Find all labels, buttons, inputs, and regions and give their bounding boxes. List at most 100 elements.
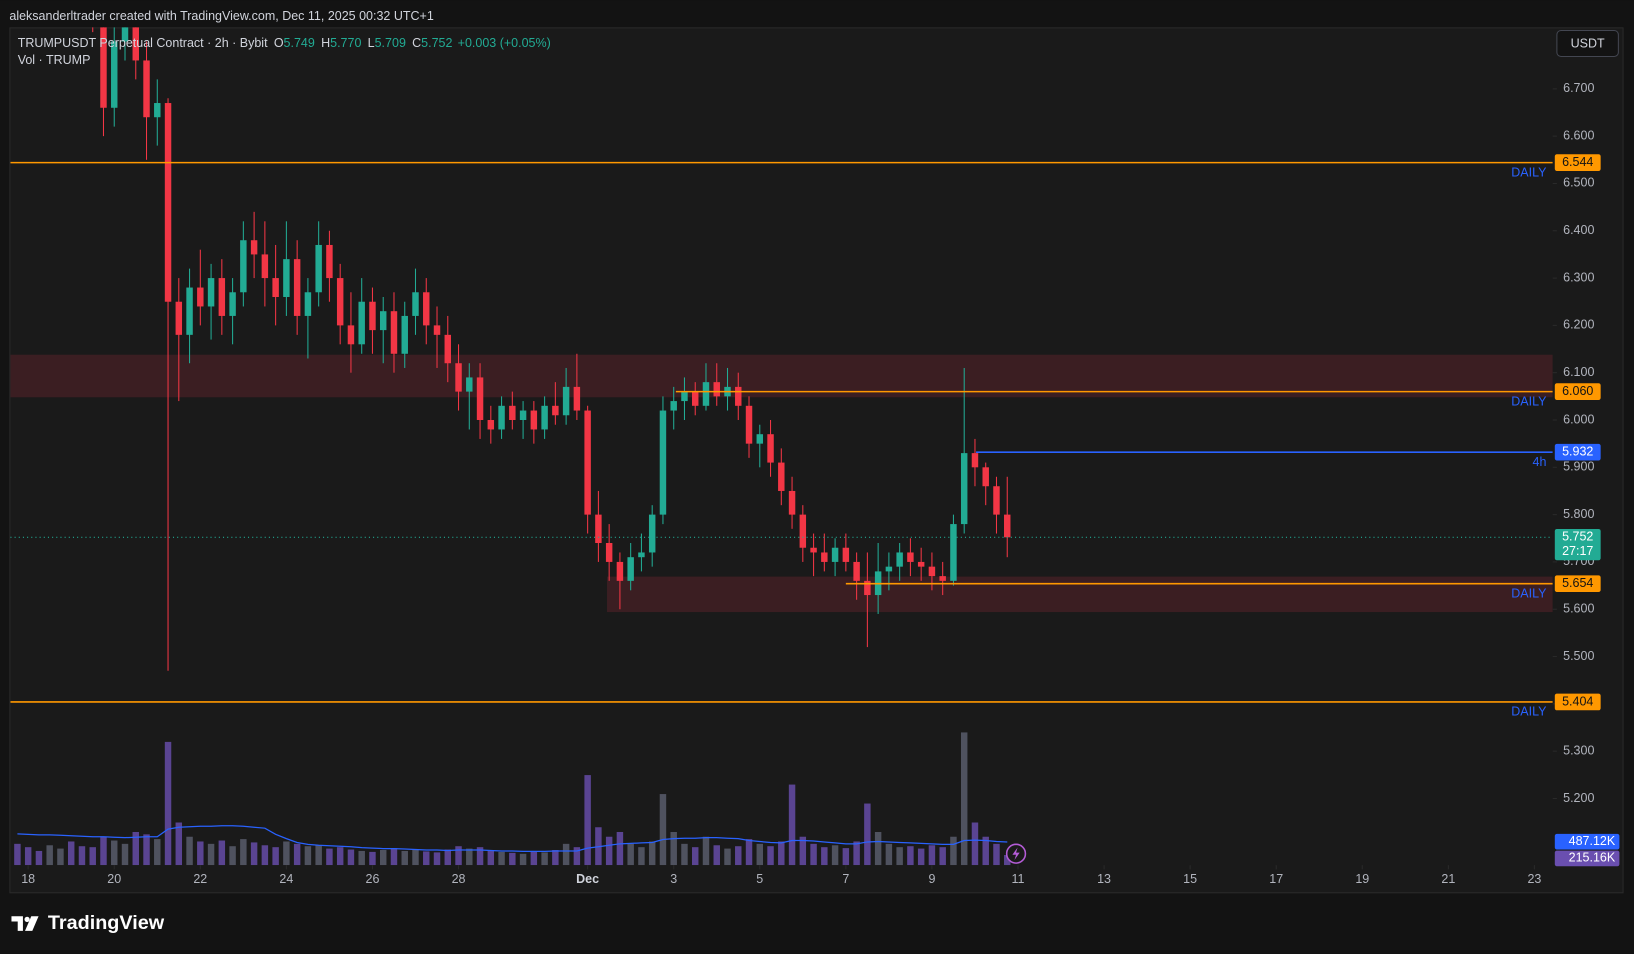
- volume-bar: [487, 850, 495, 866]
- candle-body: [207, 278, 215, 307]
- volume-bar: [121, 843, 129, 866]
- volume-bar: [498, 851, 505, 866]
- candle-body: [939, 576, 946, 581]
- y-tick-label: 5.200: [1563, 791, 1594, 805]
- logo-mark: [11, 916, 23, 931]
- candle-body: [702, 382, 710, 406]
- currency-label[interactable]: USDT: [1571, 36, 1605, 50]
- ohlc-value: 5.749: [284, 36, 315, 50]
- x-tick-label: 24: [279, 872, 293, 886]
- candle-body: [950, 524, 957, 581]
- candle-body: [562, 386, 570, 416]
- volume-bar: [670, 831, 677, 866]
- volume-bar: [336, 847, 344, 866]
- candle-body: [735, 386, 742, 406]
- candle-body: [315, 244, 322, 293]
- candle-body: [379, 311, 387, 331]
- volume-bar: [358, 850, 365, 866]
- x-tick-label: 13: [1097, 872, 1111, 886]
- candle-body: [595, 514, 602, 544]
- candle-body: [767, 434, 774, 463]
- candle-body: [756, 434, 764, 444]
- volume-pane: [14, 732, 1011, 866]
- volume-bar: [659, 794, 667, 866]
- candle-body: [971, 453, 979, 468]
- volume-bar: [272, 847, 279, 866]
- volume-bar: [390, 848, 398, 866]
- currency-button[interactable]: [1556, 29, 1619, 58]
- volume-bar: [821, 847, 828, 866]
- candle-body: [164, 103, 172, 302]
- candle-body: [121, 27, 129, 42]
- plot-area: [10, 27, 1553, 866]
- level-price-tag: [1554, 383, 1601, 400]
- candle-body: [423, 292, 430, 326]
- candle-body: [412, 292, 419, 316]
- volume-ma: [17, 825, 1008, 853]
- ohlc-value: 5.770: [330, 36, 361, 50]
- candle-body: [466, 377, 473, 392]
- candle-body: [584, 410, 591, 515]
- candle-body: [907, 552, 914, 562]
- volume-bar: [960, 732, 968, 866]
- volume-bar: [78, 846, 86, 866]
- brand-name: TradingView: [48, 912, 165, 934]
- candle-body: [745, 405, 753, 444]
- candle-body: [175, 301, 183, 335]
- chart-frame: [9, 27, 1624, 894]
- lightning-icon[interactable]: [1005, 843, 1027, 864]
- x-tick-label: 15: [1183, 872, 1197, 886]
- volume-bar: [950, 836, 957, 866]
- candle-body: [842, 547, 850, 562]
- change: +0.003 (+0.05%): [458, 36, 551, 50]
- candle-body: [304, 292, 312, 316]
- volume-bar: [552, 850, 559, 866]
- volume-bar: [573, 847, 581, 866]
- volume-bar: [207, 843, 215, 866]
- candle-body: [1004, 514, 1011, 538]
- volume-label: 215.16K: [1569, 851, 1616, 865]
- volume-bar: [250, 842, 258, 866]
- volume-bar: [401, 850, 408, 866]
- x-tick-label: 5: [756, 872, 763, 886]
- volume-bar: [681, 843, 688, 866]
- volume-bar: [810, 843, 817, 866]
- candle-body: [605, 543, 613, 562]
- volume-bar: [928, 845, 936, 866]
- x-tick-label: 28: [452, 872, 466, 886]
- volume-bar: [509, 852, 516, 866]
- volume-bar: [530, 850, 538, 866]
- volume-bar: [724, 848, 731, 866]
- volume-bar: [638, 847, 645, 866]
- x-tick-label: 23: [1527, 872, 1541, 886]
- y-tick-label: 5.900: [1563, 460, 1594, 474]
- volume-bar: [466, 848, 473, 866]
- volume-bar: [519, 853, 527, 866]
- volume-bar: [304, 846, 312, 866]
- ohlc-key: L: [368, 36, 375, 50]
- candle-body: [821, 552, 828, 562]
- volume-bar: [35, 850, 43, 866]
- candle-body: [616, 561, 624, 581]
- candle-body: [917, 561, 925, 567]
- candle-body: [143, 60, 150, 118]
- candle-body: [928, 566, 936, 577]
- candle-body: [778, 462, 785, 491]
- volume-bar: [57, 848, 64, 866]
- candle-body: [272, 278, 279, 297]
- volume-bar: [379, 850, 387, 866]
- volume-bar: [767, 846, 774, 866]
- volume-bar: [143, 834, 150, 866]
- y-tick-label: 6.600: [1563, 128, 1594, 142]
- lightning-bolt[interactable]: [1012, 847, 1020, 860]
- candle-body: [573, 386, 581, 411]
- y-tick-label: 6.300: [1563, 270, 1594, 284]
- volume-bar: [261, 845, 269, 866]
- volume-bar: [853, 841, 860, 866]
- candle-body: [218, 278, 226, 316]
- volume-bar: [132, 831, 139, 866]
- ohlc-key: O: [274, 36, 284, 50]
- candle-body: [993, 486, 1000, 515]
- volume-bar: [745, 839, 753, 866]
